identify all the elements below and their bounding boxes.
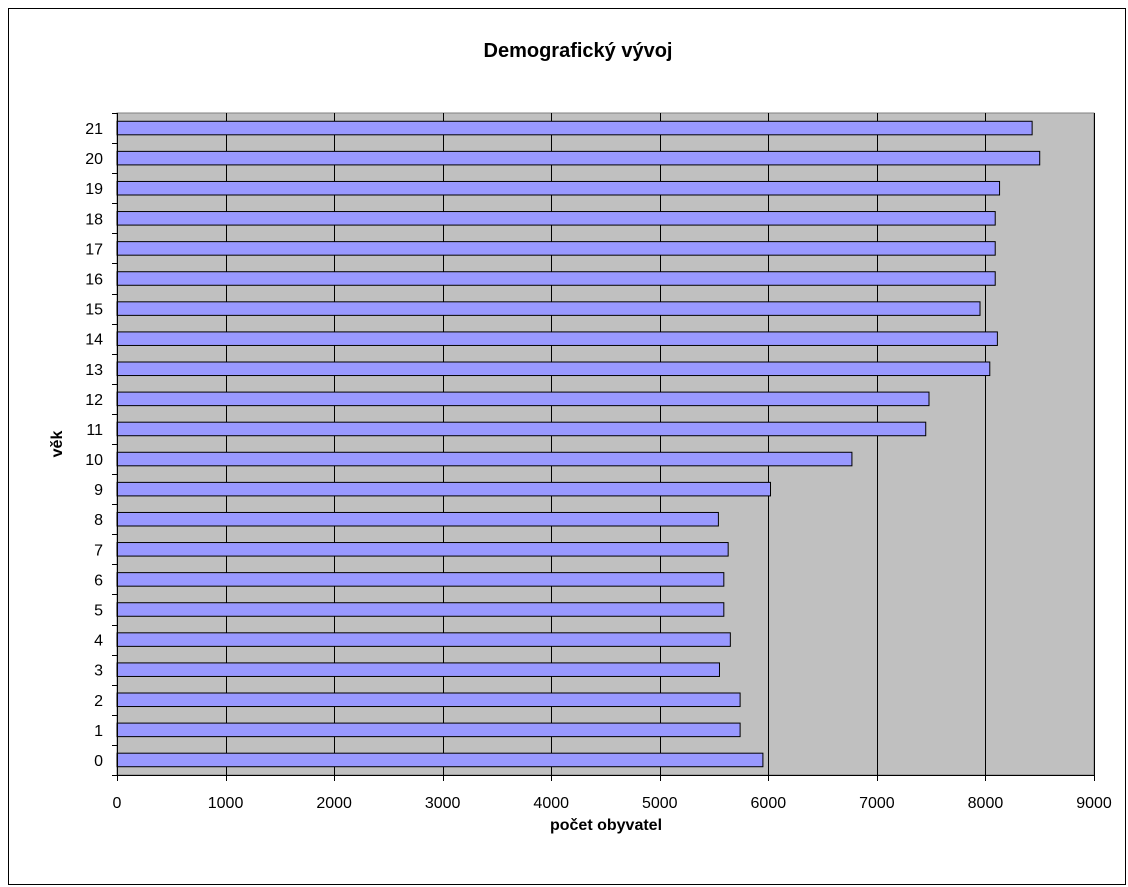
bar — [116, 451, 853, 467]
y-tick-label: 21 — [85, 121, 103, 138]
x-tick-labels: 0 1000 2000 3000 4000 5000 6000 7000 8000 9000 — [113, 795, 1112, 812]
y-tick-label: 9 — [94, 482, 103, 499]
y-tick-label: 19 — [85, 181, 103, 198]
bar — [116, 271, 996, 286]
bar — [116, 331, 998, 346]
x-tick-label: 1000 — [208, 795, 244, 812]
bar — [116, 481, 772, 497]
y-tick-label: 8 — [94, 512, 103, 529]
bar — [116, 180, 1001, 196]
bar — [116, 602, 725, 617]
y-tick-label: 16 — [85, 272, 103, 289]
x-tick-label: 9000 — [1076, 795, 1112, 812]
bar — [116, 120, 1033, 136]
x-tick-label: 4000 — [533, 795, 569, 812]
bar — [116, 662, 720, 677]
bars — [116, 120, 1041, 768]
bar — [116, 692, 741, 708]
y-tick-label: 14 — [85, 332, 103, 349]
y-tick-label: 2 — [94, 693, 103, 710]
bar — [116, 511, 719, 527]
bar — [116, 211, 996, 226]
x-tick-label: 6000 — [751, 795, 787, 812]
bar — [116, 301, 981, 316]
y-tick-label: 0 — [94, 753, 103, 770]
y-tick-label: 4 — [94, 633, 103, 650]
y-tick-label: 15 — [85, 302, 103, 319]
x-tick-label: 7000 — [859, 795, 895, 812]
bar — [116, 150, 1041, 166]
y-tick-label: 10 — [85, 452, 103, 469]
y-tick-label: 20 — [85, 151, 103, 168]
bar — [116, 542, 729, 557]
y-tick-label: 18 — [85, 211, 103, 228]
y-tick-label: 12 — [85, 392, 103, 409]
axes — [112, 113, 1095, 781]
bar — [116, 391, 930, 407]
y-tick-label: 5 — [94, 603, 103, 620]
x-tick-label: 3000 — [425, 795, 461, 812]
chart-title: Demografický vývoj — [484, 40, 673, 62]
bar — [116, 421, 927, 437]
bar — [116, 572, 725, 587]
x-tick-label: 2000 — [316, 795, 352, 812]
bar — [116, 361, 991, 377]
bar — [116, 241, 996, 256]
y-tick-label: 11 — [86, 422, 103, 439]
x-tick-label: 0 — [113, 795, 122, 812]
bar — [116, 632, 731, 647]
y-tick-label: 3 — [94, 663, 103, 680]
y-tick-label: 6 — [94, 572, 103, 589]
y-tick-label: 7 — [94, 542, 103, 559]
x-tick-label: 8000 — [968, 795, 1004, 812]
y-axis-title: věk — [49, 431, 66, 458]
y-tick-label: 17 — [85, 241, 103, 258]
bar — [116, 722, 741, 738]
y-tick-label: 1 — [94, 723, 103, 740]
x-tick-label: 5000 — [642, 795, 678, 812]
x-axis-title: počet obyvatel — [550, 817, 662, 834]
bar — [116, 752, 764, 768]
y-tick-label: 13 — [85, 362, 103, 379]
